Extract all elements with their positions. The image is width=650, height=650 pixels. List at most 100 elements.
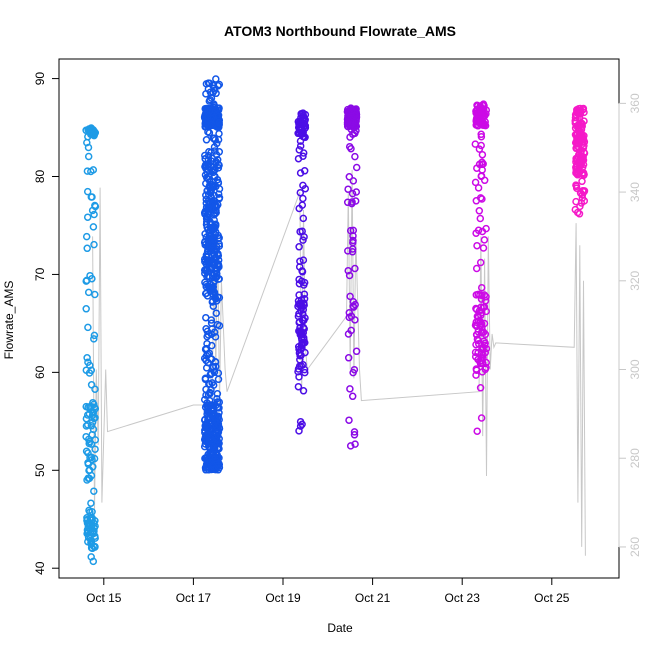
scatter-point	[344, 247, 352, 255]
scatter-point	[89, 529, 98, 537]
scatter-point	[88, 193, 96, 201]
scatter-point	[206, 458, 214, 466]
scatter-point	[84, 152, 93, 161]
scatter-point	[214, 375, 223, 384]
scatter-point	[572, 181, 580, 189]
scatter-point	[294, 382, 303, 391]
scatter-point	[83, 187, 92, 196]
scatter-point	[471, 352, 480, 361]
y-tick-label: 80	[33, 170, 47, 184]
scatter-point	[343, 198, 352, 207]
scatter-point	[346, 292, 354, 301]
scatter-point	[83, 276, 91, 285]
scatter-point	[472, 264, 481, 273]
scatter-point	[301, 133, 309, 142]
scatter-point	[88, 455, 96, 464]
scatter-point	[202, 80, 211, 88]
scatter-point	[203, 407, 212, 416]
scatter-point	[204, 442, 213, 450]
scatter-point	[208, 183, 216, 191]
scatter-point	[350, 431, 359, 439]
scatter-point	[295, 243, 303, 251]
scatter-point	[83, 421, 92, 429]
scatter-point	[84, 474, 92, 482]
scatter-point	[480, 236, 489, 244]
scatter-point	[349, 298, 358, 306]
scatter-point	[578, 120, 586, 129]
scatter-point	[204, 259, 213, 268]
scatter-point	[473, 335, 482, 343]
y2-tick-label: 280	[628, 448, 642, 468]
scatter-point	[215, 404, 223, 412]
scatter-point	[212, 429, 221, 438]
scatter-point	[82, 305, 90, 313]
scatter-point	[215, 242, 224, 250]
scatter-point	[477, 172, 486, 181]
scatter-point	[200, 238, 209, 247]
scatter-point	[207, 434, 215, 443]
scatter-point	[82, 447, 91, 456]
scatter-point	[477, 141, 485, 150]
scatter-point	[215, 321, 224, 330]
scatter-point	[345, 271, 354, 280]
scatter-point	[471, 178, 480, 187]
scatter-point	[349, 177, 358, 185]
scatter-point	[202, 136, 211, 144]
scatter-point	[351, 152, 359, 161]
scatter-point	[301, 368, 309, 377]
scatter-point	[210, 250, 219, 258]
scatter-point	[299, 310, 307, 318]
scatter-point	[213, 260, 222, 268]
scatter-point	[348, 392, 357, 401]
x-axis-label: Date	[327, 621, 353, 635]
scatter-point	[298, 341, 306, 349]
scatter-point	[295, 318, 303, 327]
scatter-point	[213, 390, 222, 398]
points-layer	[82, 75, 589, 566]
scatter-point	[213, 265, 221, 273]
scatter-point	[297, 110, 305, 118]
scatter-point	[90, 487, 98, 495]
scatter-point	[473, 241, 481, 250]
scatter-point	[83, 213, 92, 221]
scatter-point	[300, 233, 308, 241]
x-tick-label: Oct 17	[176, 591, 212, 605]
scatter-point	[348, 248, 357, 256]
scatter-point	[474, 184, 483, 192]
scatter-point	[472, 115, 481, 124]
scatter-point	[90, 331, 99, 340]
scatter-point	[82, 422, 91, 430]
scatter-point	[579, 169, 587, 178]
scatter-point	[202, 385, 210, 394]
scatter-point	[351, 264, 359, 273]
scatter-point	[482, 224, 490, 233]
scatter-point	[91, 532, 99, 540]
y-tick-label: 40	[33, 561, 47, 575]
scatter-point	[203, 327, 212, 336]
scatter-point	[202, 195, 211, 204]
scatter-point	[207, 319, 216, 328]
scatter-point	[477, 414, 486, 422]
scatter-point	[298, 201, 307, 209]
scatter-point	[85, 506, 93, 515]
scatter-point	[348, 106, 356, 115]
scatter-point	[476, 384, 485, 392]
scatter-point	[205, 160, 213, 168]
scatter-point	[299, 152, 307, 160]
scatter-point	[299, 387, 308, 395]
scatter-point	[346, 385, 354, 393]
y-axis: 40 50 60 70 80 90	[33, 72, 60, 575]
scatter-point	[476, 214, 485, 223]
scatter-point	[90, 131, 98, 140]
scatter-point	[472, 366, 481, 374]
scatter-point	[204, 151, 213, 160]
scatter-point	[299, 339, 308, 347]
scatter-point	[203, 332, 211, 341]
scatter-point	[479, 244, 488, 252]
scatter-point	[201, 375, 210, 384]
scatter-point	[201, 278, 209, 287]
scatter-point	[211, 147, 219, 155]
scatter-point	[90, 335, 98, 343]
scatter-point	[479, 351, 487, 359]
scatter-point	[91, 436, 100, 444]
